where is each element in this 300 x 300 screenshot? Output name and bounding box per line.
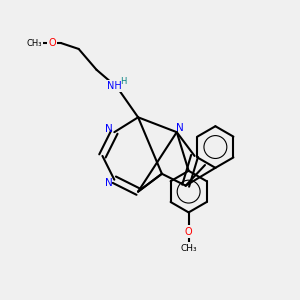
Text: O: O — [48, 38, 56, 48]
Text: N: N — [176, 123, 184, 133]
Text: O: O — [185, 227, 193, 237]
Text: H: H — [120, 77, 127, 86]
Text: N: N — [104, 124, 112, 134]
Text: N: N — [104, 178, 112, 188]
Text: NH: NH — [107, 81, 122, 91]
Text: CH₃: CH₃ — [180, 244, 197, 253]
Text: CH₃: CH₃ — [26, 38, 42, 47]
